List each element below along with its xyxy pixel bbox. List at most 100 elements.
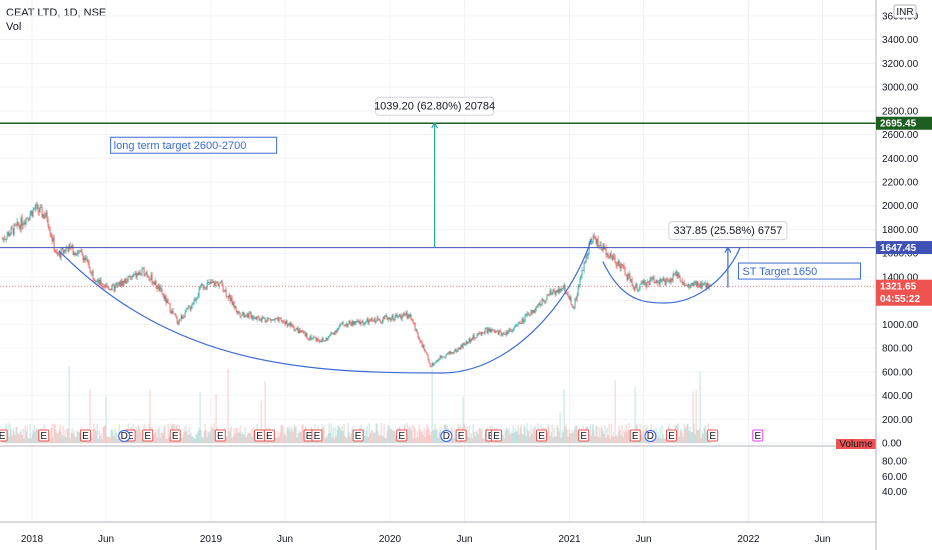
- candle-body: [92, 271, 94, 279]
- volume-bar: [702, 434, 704, 443]
- candle-body: [319, 340, 321, 342]
- candle-body: [334, 330, 336, 335]
- candle-body: [614, 257, 616, 263]
- volume-bar: [181, 437, 183, 443]
- candle-body: [177, 322, 179, 324]
- candle-body: [345, 323, 347, 326]
- candle-body: [442, 356, 444, 358]
- candle-body: [146, 272, 148, 276]
- candle-body: [48, 226, 50, 230]
- candle-body: [403, 313, 405, 316]
- candle-body: [310, 336, 312, 340]
- volume-bar: [365, 430, 367, 443]
- candle-body: [688, 283, 690, 288]
- volume-bar: [34, 431, 36, 443]
- candle-body: [401, 316, 403, 320]
- candle-body: [392, 315, 394, 319]
- candle-body: [308, 338, 310, 340]
- candle-body: [431, 362, 433, 367]
- candle-body: [429, 362, 431, 367]
- candle-body: [90, 272, 92, 273]
- volume-bar: [103, 425, 105, 443]
- volume-bar: [476, 430, 478, 443]
- candle-body: [38, 210, 40, 213]
- candle-body: [305, 333, 307, 336]
- candle-body: [650, 278, 652, 280]
- volume-bar: [89, 389, 91, 443]
- candle-body: [191, 304, 193, 308]
- candle-body: [603, 243, 605, 250]
- volume-bar: [236, 428, 238, 443]
- candle-body: [567, 293, 569, 297]
- candle-body: [109, 289, 111, 291]
- candle-body: [100, 280, 102, 286]
- volume-bar: [35, 427, 37, 443]
- candle-body: [172, 310, 174, 314]
- candle-body: [195, 299, 197, 301]
- volume-bar: [274, 437, 276, 443]
- volume-bar: [394, 430, 396, 443]
- candle-body: [585, 255, 587, 263]
- candle-body: [372, 320, 374, 322]
- volume-bar: [340, 430, 342, 443]
- volume-bar: [388, 426, 390, 443]
- volume-bar: [277, 431, 279, 443]
- candle-body: [193, 299, 195, 304]
- candle-body: [616, 265, 618, 267]
- candle-body: [541, 298, 543, 306]
- candle-body: [14, 224, 16, 226]
- price-tick-label: 3000.00: [882, 83, 919, 94]
- volume-bar: [209, 431, 211, 443]
- volume-bar: [106, 436, 108, 443]
- volume-bar: [31, 434, 33, 443]
- volume-bar: [478, 428, 480, 443]
- candle-body: [389, 317, 391, 321]
- volume-bar: [368, 423, 370, 443]
- volume-bar: [620, 435, 622, 443]
- volume-bar: [556, 424, 558, 443]
- candle-body: [562, 288, 564, 289]
- candle-body: [307, 338, 309, 340]
- volume-bar: [640, 435, 642, 443]
- candle-body: [621, 264, 623, 266]
- volume-bar: [613, 437, 615, 443]
- volume-bar: [61, 435, 63, 443]
- volume-bar: [294, 426, 296, 443]
- volume-bar: [384, 437, 386, 443]
- volume-bar: [198, 427, 200, 443]
- volume-bar: [557, 427, 559, 443]
- volume-bar: [615, 434, 617, 443]
- price-tick-label: 2600.00: [882, 130, 919, 141]
- measure-label-box: [668, 221, 788, 241]
- volume-bar: [623, 429, 625, 443]
- volume-bar: [13, 431, 15, 443]
- volume-bar: [63, 436, 65, 443]
- volume-bar: [560, 437, 562, 443]
- candle-body: [438, 359, 440, 361]
- earnings-marker-label: E: [127, 431, 134, 442]
- volume-bar: [186, 430, 188, 443]
- candle-body: [509, 329, 511, 331]
- volume-bar: [562, 432, 564, 443]
- candle-body: [464, 343, 466, 345]
- candle-body: [565, 292, 567, 294]
- volume-bar: [682, 436, 684, 443]
- price-tick-label: 1400.00: [882, 272, 919, 283]
- candle-body: [448, 351, 450, 354]
- candle-body: [634, 286, 636, 290]
- candle-body: [580, 275, 582, 279]
- volume-bar: [433, 429, 435, 443]
- volume-bar: [439, 426, 441, 443]
- candle-body: [420, 341, 422, 343]
- earnings-marker-label: E: [493, 431, 500, 442]
- volume-bar: [699, 371, 701, 443]
- candle-body: [384, 315, 386, 319]
- candle-body: [25, 217, 27, 225]
- candle-body: [131, 275, 133, 278]
- candle-body: [529, 314, 531, 315]
- candle-body: [54, 250, 56, 253]
- candle-body: [160, 287, 162, 290]
- volume-bar: [367, 436, 369, 443]
- candle-body: [24, 222, 26, 225]
